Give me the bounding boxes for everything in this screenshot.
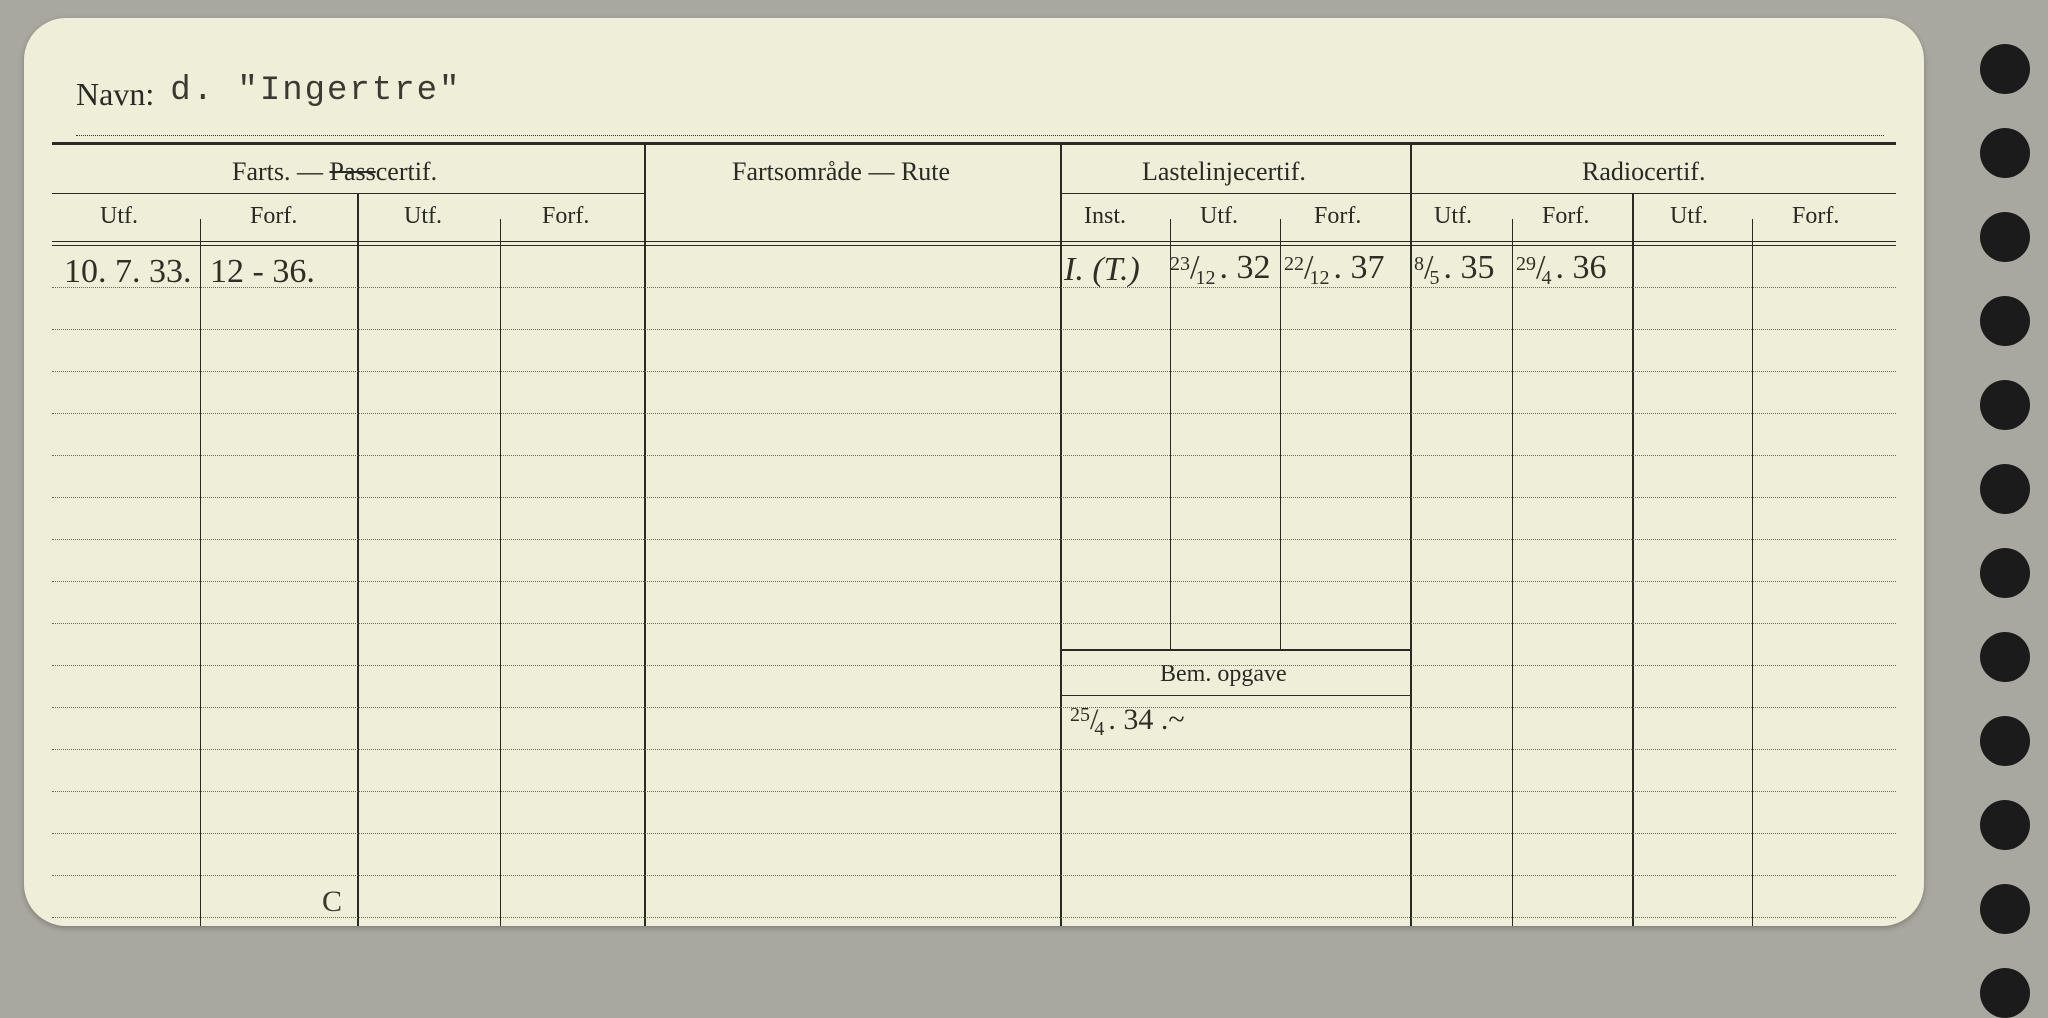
hand-farts-utf1: 10. 7. 33. [64,253,192,291]
hand-laste-utf-num: 23 [1170,253,1190,275]
stray-mark: C [322,885,342,919]
col-head-radio-forf2: Forf. [1792,203,1839,230]
col-head-radio-utf2: Utf. [1670,203,1708,230]
hand-radio-forf1: 29/4. 36 [1516,249,1606,287]
farts-title-strike: Pass [330,157,376,186]
section-title-laste: Lastelinjecertif. [1142,157,1306,187]
bem-underline [1060,695,1410,696]
col-radio-1 [1512,219,1513,926]
hand-laste-utf-rest: . 32 [1219,249,1270,286]
subline-farts [52,193,644,194]
dotted-row [52,497,1896,498]
dotted-row [52,287,1896,288]
dotted-row [52,833,1896,834]
col-radio-3 [1752,219,1753,926]
col-head-farts-forf2: Forf. [542,203,589,230]
hand-laste-utf: 23/12. 32 [1170,249,1270,287]
dotted-row [52,875,1896,876]
col-head-laste-inst: Inst. [1084,203,1126,230]
col-head-farts-forf1: Forf. [250,203,297,230]
grid-area: Farts. — Passcertif. Fartsområde — Rute … [52,145,1896,926]
punch-hole [1980,632,2030,682]
punch-hole [1980,884,2030,934]
hand-radio-forf1-den: 4 [1541,267,1551,289]
dotted-row [52,791,1896,792]
index-card: Navn: d. "Ingertre" Farts. — Passcertif.… [24,18,1924,926]
dotted-row [52,329,1896,330]
col-farts-2 [357,193,359,926]
hand-radio-utf1-rest: . 35 [1443,249,1494,286]
col-head-farts-utf2: Utf. [404,203,442,230]
divider-farts-rute [644,145,646,926]
farts-title-prefix: Farts. — [232,157,330,186]
hand-radio-utf1: 8/5. 35 [1414,249,1494,287]
hand-laste-utf-den: 12 [1195,267,1215,289]
punch-hole [1980,128,2030,178]
punch-hole [1980,380,2030,430]
subline2b [52,245,1896,246]
hand-laste-forf-rest: . 37 [1333,249,1384,286]
subline-radio [1410,193,1896,194]
col-head-laste-utf: Utf. [1200,203,1238,230]
subline2 [52,241,1896,242]
punch-hole [1980,968,2030,1018]
hand-radio-utf1-den: 5 [1429,267,1439,289]
punch-hole [1980,44,2030,94]
hand-radio-forf1-rest: . 36 [1555,249,1606,286]
hand-bem: 25/4. 34 .~ [1070,703,1185,737]
col-farts-1 [200,219,201,926]
dotted-row [52,455,1896,456]
col-radio-2 [1632,193,1634,926]
punch-hole [1980,464,2030,514]
name-row: Navn: d. "Ingertre" [76,76,1884,136]
punch-hole [1980,212,2030,262]
subline-laste [1060,193,1410,194]
dotted-row [52,539,1896,540]
bem-top-border [1060,649,1410,651]
dotted-row [52,413,1896,414]
name-value: d. "Ingertre" [170,72,461,110]
hand-laste-forf: 22/12. 37 [1284,249,1384,287]
section-title-radio: Radiocertif. [1582,157,1705,187]
dotted-row [52,623,1896,624]
dotted-row [52,371,1896,372]
section-title-farts: Farts. — Passcertif. [232,157,437,187]
farts-title-suffix: certif. [376,157,437,186]
col-laste-2 [1280,219,1281,649]
punch-holes [1980,44,2030,1018]
punch-hole [1980,296,2030,346]
name-label: Navn: [76,76,154,112]
dotted-row [52,707,1896,708]
divider-laste-radio [1410,145,1412,926]
punch-hole [1980,548,2030,598]
hand-laste-forf-den: 12 [1309,267,1329,289]
divider-rute-laste [1060,145,1062,926]
section-title-rute: Fartsområde — Rute [732,157,950,187]
col-head-radio-utf1: Utf. [1434,203,1472,230]
dotted-row [52,917,1896,918]
hand-bem-den: 4 [1094,718,1104,740]
dotted-row [52,749,1896,750]
dotted-row [52,581,1896,582]
dotted-row [52,665,1896,666]
hand-laste-inst: I. (T.) [1064,251,1140,289]
hand-radio-forf1-num: 29 [1516,253,1536,275]
hand-laste-forf-num: 22 [1284,253,1304,275]
col-head-radio-forf1: Forf. [1542,203,1589,230]
col-head-laste-forf: Forf. [1314,203,1361,230]
col-farts-3 [500,219,501,926]
punch-hole [1980,800,2030,850]
hand-farts-forf1: 12 - 36. [210,253,315,291]
punch-hole [1980,716,2030,766]
col-head-farts-utf1: Utf. [100,203,138,230]
hand-radio-utf1-num: 8 [1414,253,1424,275]
